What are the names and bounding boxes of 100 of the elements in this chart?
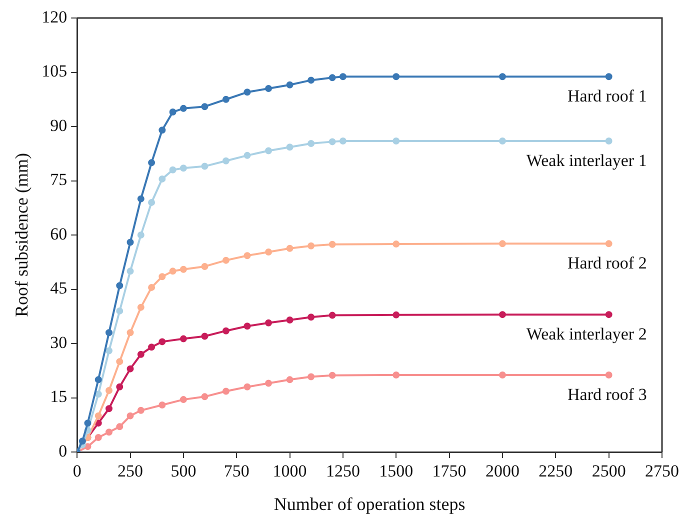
series-label: Hard roof 3: [568, 384, 647, 404]
point: [106, 428, 113, 436]
point: [308, 373, 315, 380]
x-tick-label: 1500: [379, 462, 414, 481]
point: [180, 266, 187, 273]
point: [308, 242, 315, 250]
point: [244, 152, 251, 159]
point: [222, 157, 230, 164]
x-tick-label: 2500: [592, 462, 626, 481]
point: [180, 335, 187, 342]
point: [498, 240, 506, 248]
point: [201, 162, 208, 170]
point: [126, 268, 134, 275]
point: [126, 238, 134, 246]
x-tick-label: 1250: [326, 462, 360, 481]
point: [222, 256, 230, 264]
x-tick-label: 0: [72, 462, 82, 481]
x-tick-label: 250: [118, 462, 144, 481]
point: [126, 412, 134, 420]
y-tick-label: 90: [50, 116, 68, 135]
point: [265, 147, 272, 154]
point: [308, 76, 315, 84]
point: [222, 96, 230, 103]
point: [158, 175, 166, 182]
point: [137, 232, 144, 238]
point: [244, 383, 251, 390]
x-tick-label: 2750: [645, 462, 679, 481]
y-tick-label: 105: [42, 62, 68, 81]
x-tick-label: 750: [224, 462, 250, 481]
x-tick-label: 500: [170, 462, 196, 481]
y-tick-label: 75: [50, 170, 68, 190]
y-tick-label: 0: [58, 441, 68, 460]
point: [137, 195, 144, 202]
point: [94, 390, 102, 398]
point: [265, 85, 272, 92]
point: [286, 144, 294, 151]
point: [148, 344, 156, 351]
x-tick-label: 1750: [432, 462, 466, 481]
point: [265, 319, 272, 326]
point: [265, 380, 272, 387]
point: [605, 311, 612, 318]
series-label: Weak interlayer 1: [526, 150, 647, 170]
point: [392, 371, 400, 378]
series-label: Hard roof 1: [568, 86, 647, 106]
point: [605, 137, 612, 144]
point: [328, 312, 336, 319]
y-axis-title: Roof subsidence (mm): [12, 153, 32, 317]
point: [78, 438, 86, 445]
point: [137, 406, 144, 414]
point: [158, 401, 166, 408]
y-tick-label: 60: [50, 224, 68, 244]
point: [392, 137, 400, 144]
point: [392, 311, 400, 318]
point: [286, 376, 294, 384]
point: [328, 138, 336, 146]
series-label: Hard roof 2: [568, 254, 647, 273]
point: [222, 327, 230, 334]
point: [180, 164, 187, 172]
series-label: Weak interlayer 2: [526, 324, 647, 344]
point: [498, 371, 506, 378]
point: [169, 108, 176, 116]
point: [328, 74, 336, 82]
point: [106, 329, 113, 336]
point: [328, 372, 336, 379]
point: [148, 159, 156, 166]
point: [180, 104, 187, 112]
point: [201, 393, 208, 400]
point: [605, 371, 612, 378]
point: [126, 365, 134, 372]
point: [286, 81, 294, 88]
point: [106, 405, 113, 412]
point: [169, 166, 176, 174]
y-tick-label: 45: [50, 278, 68, 298]
point: [116, 282, 124, 290]
point: [148, 284, 156, 291]
point: [94, 412, 102, 420]
y-tick-label: 30: [50, 332, 68, 352]
point: [201, 332, 208, 340]
point: [605, 73, 612, 80]
point: [498, 311, 506, 318]
point: [158, 126, 166, 134]
point: [308, 314, 315, 321]
point: [201, 103, 208, 110]
point: [201, 262, 208, 270]
x-tick-label: 2250: [538, 462, 573, 481]
x-tick-label: 1000: [272, 462, 307, 481]
point: [116, 383, 124, 390]
point: [169, 268, 176, 275]
point: [106, 347, 113, 354]
point: [126, 329, 134, 336]
y-tick-label: 120: [42, 7, 68, 26]
point: [392, 73, 400, 80]
point: [392, 240, 400, 248]
point: [339, 137, 346, 144]
point: [265, 248, 272, 256]
x-tick-label: 2000: [485, 462, 520, 481]
point: [116, 423, 124, 430]
point: [116, 358, 124, 366]
point: [94, 434, 102, 442]
point: [605, 240, 612, 248]
